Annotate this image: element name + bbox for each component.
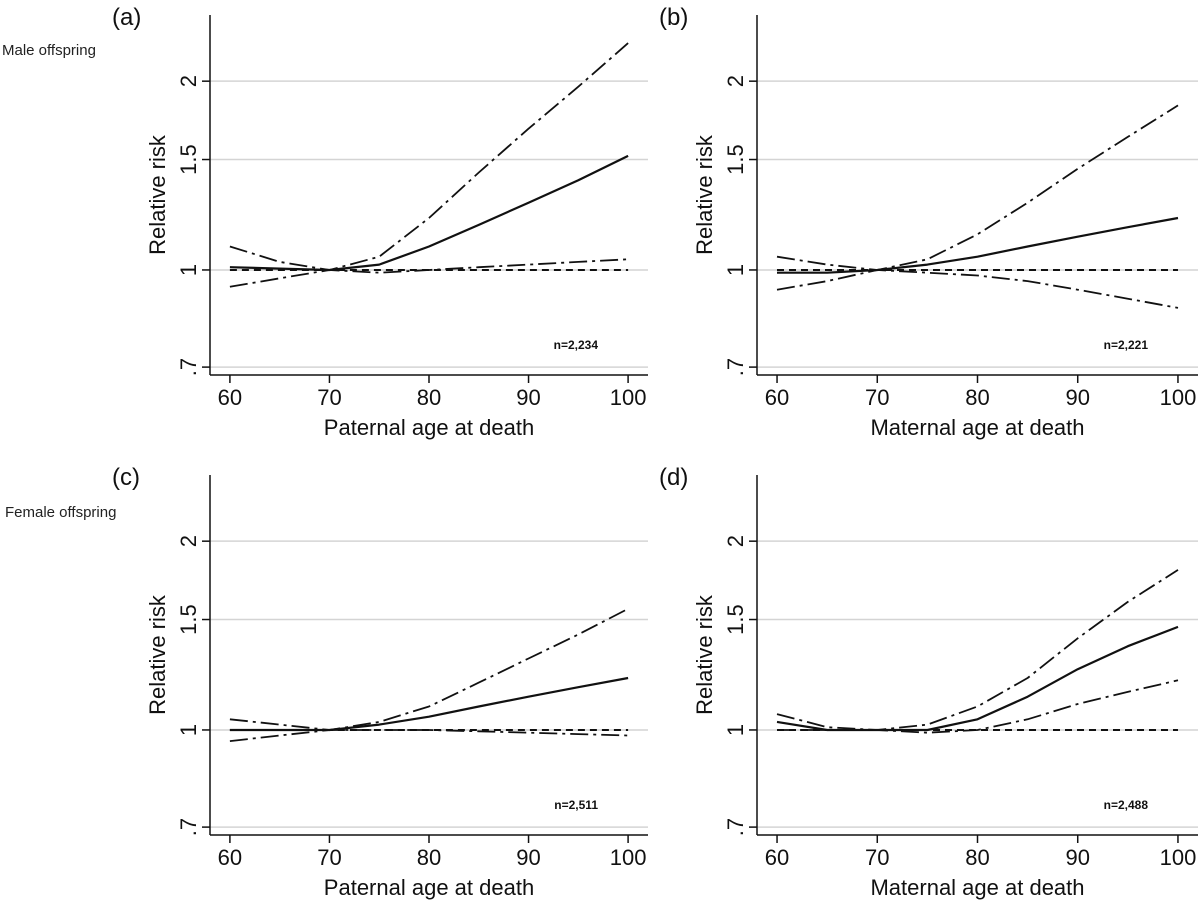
x-tick-label: 90 bbox=[516, 845, 540, 870]
y-tick-label: .7 bbox=[176, 358, 201, 376]
panel-label: (c) bbox=[112, 464, 140, 491]
y-axis-title: Relative risk bbox=[145, 594, 170, 715]
series-line-estimate bbox=[229, 676, 629, 732]
y-tick-label: 1.5 bbox=[176, 604, 201, 635]
y-tick-label: .7 bbox=[723, 358, 748, 376]
y-tick-label: 1.5 bbox=[176, 144, 201, 175]
x-tick-label: 100 bbox=[610, 845, 647, 870]
y-tick-label: .7 bbox=[176, 818, 201, 836]
panel-label: (a) bbox=[112, 4, 141, 31]
sample-size-annotation: n=2,221 bbox=[1104, 338, 1149, 352]
x-tick-label: 100 bbox=[1160, 845, 1197, 870]
x-tick-label: 70 bbox=[865, 385, 889, 410]
panel-label: (d) bbox=[659, 464, 688, 491]
y-axis-title: Relative risk bbox=[692, 134, 717, 255]
series-line-ci bbox=[776, 569, 1179, 731]
y-axis-title: Relative risk bbox=[145, 134, 170, 255]
series-line-estimate bbox=[229, 154, 629, 272]
y-axis-title: Relative risk bbox=[692, 594, 717, 715]
x-tick-label: 60 bbox=[218, 845, 242, 870]
x-tick-label: 90 bbox=[1065, 385, 1089, 410]
series-line-ci bbox=[776, 104, 1179, 271]
y-tick-label: 1 bbox=[723, 724, 748, 736]
series-line-ci bbox=[229, 258, 629, 288]
sample-size-annotation: n=2,234 bbox=[554, 338, 599, 352]
x-tick-label: 100 bbox=[610, 385, 647, 410]
y-tick-label: 1 bbox=[176, 264, 201, 276]
sample-size-annotation: n=2,511 bbox=[554, 798, 598, 812]
x-tick-label: 90 bbox=[1065, 845, 1089, 870]
series-line-ci bbox=[229, 42, 629, 271]
y-tick-label: 2 bbox=[176, 535, 201, 547]
y-tick-label: 2 bbox=[176, 75, 201, 87]
sample-size-annotation: n=2,488 bbox=[1104, 798, 1149, 812]
row-label-male: Male offspring bbox=[2, 42, 96, 59]
row-label-female: Female offspring bbox=[5, 504, 116, 521]
series-line-estimate bbox=[776, 625, 1179, 732]
y-tick-label: 1 bbox=[723, 264, 748, 276]
x-tick-label: 60 bbox=[765, 845, 789, 870]
y-tick-label: 1.5 bbox=[723, 604, 748, 635]
y-tick-label: 2 bbox=[723, 75, 748, 87]
x-tick-label: 90 bbox=[516, 385, 540, 410]
x-tick-label: 60 bbox=[765, 385, 789, 410]
x-axis-title: Paternal age at death bbox=[324, 415, 534, 440]
series-line-ci bbox=[777, 679, 1179, 734]
x-tick-label: 100 bbox=[1160, 385, 1197, 410]
series-line-ci bbox=[229, 608, 629, 731]
x-tick-label: 70 bbox=[865, 845, 889, 870]
y-tick-label: 2 bbox=[723, 535, 748, 547]
series-line-ci bbox=[229, 729, 629, 742]
y-tick-label: .7 bbox=[723, 818, 748, 836]
x-tick-label: 60 bbox=[218, 385, 242, 410]
panel-label: (b) bbox=[659, 4, 688, 31]
x-tick-label: 80 bbox=[965, 845, 989, 870]
series-line-ci bbox=[776, 269, 1179, 309]
series-line-estimate bbox=[777, 216, 1179, 274]
x-tick-label: 70 bbox=[317, 845, 341, 870]
y-tick-label: 1 bbox=[176, 724, 201, 736]
x-tick-label: 80 bbox=[417, 385, 441, 410]
x-tick-label: 80 bbox=[417, 845, 441, 870]
y-tick-label: 1.5 bbox=[723, 144, 748, 175]
x-axis-title: Maternal age at death bbox=[870, 875, 1084, 900]
x-tick-label: 80 bbox=[965, 385, 989, 410]
x-axis-title: Paternal age at death bbox=[324, 875, 534, 900]
x-tick-label: 70 bbox=[317, 385, 341, 410]
x-axis-title: Maternal age at death bbox=[870, 415, 1084, 440]
